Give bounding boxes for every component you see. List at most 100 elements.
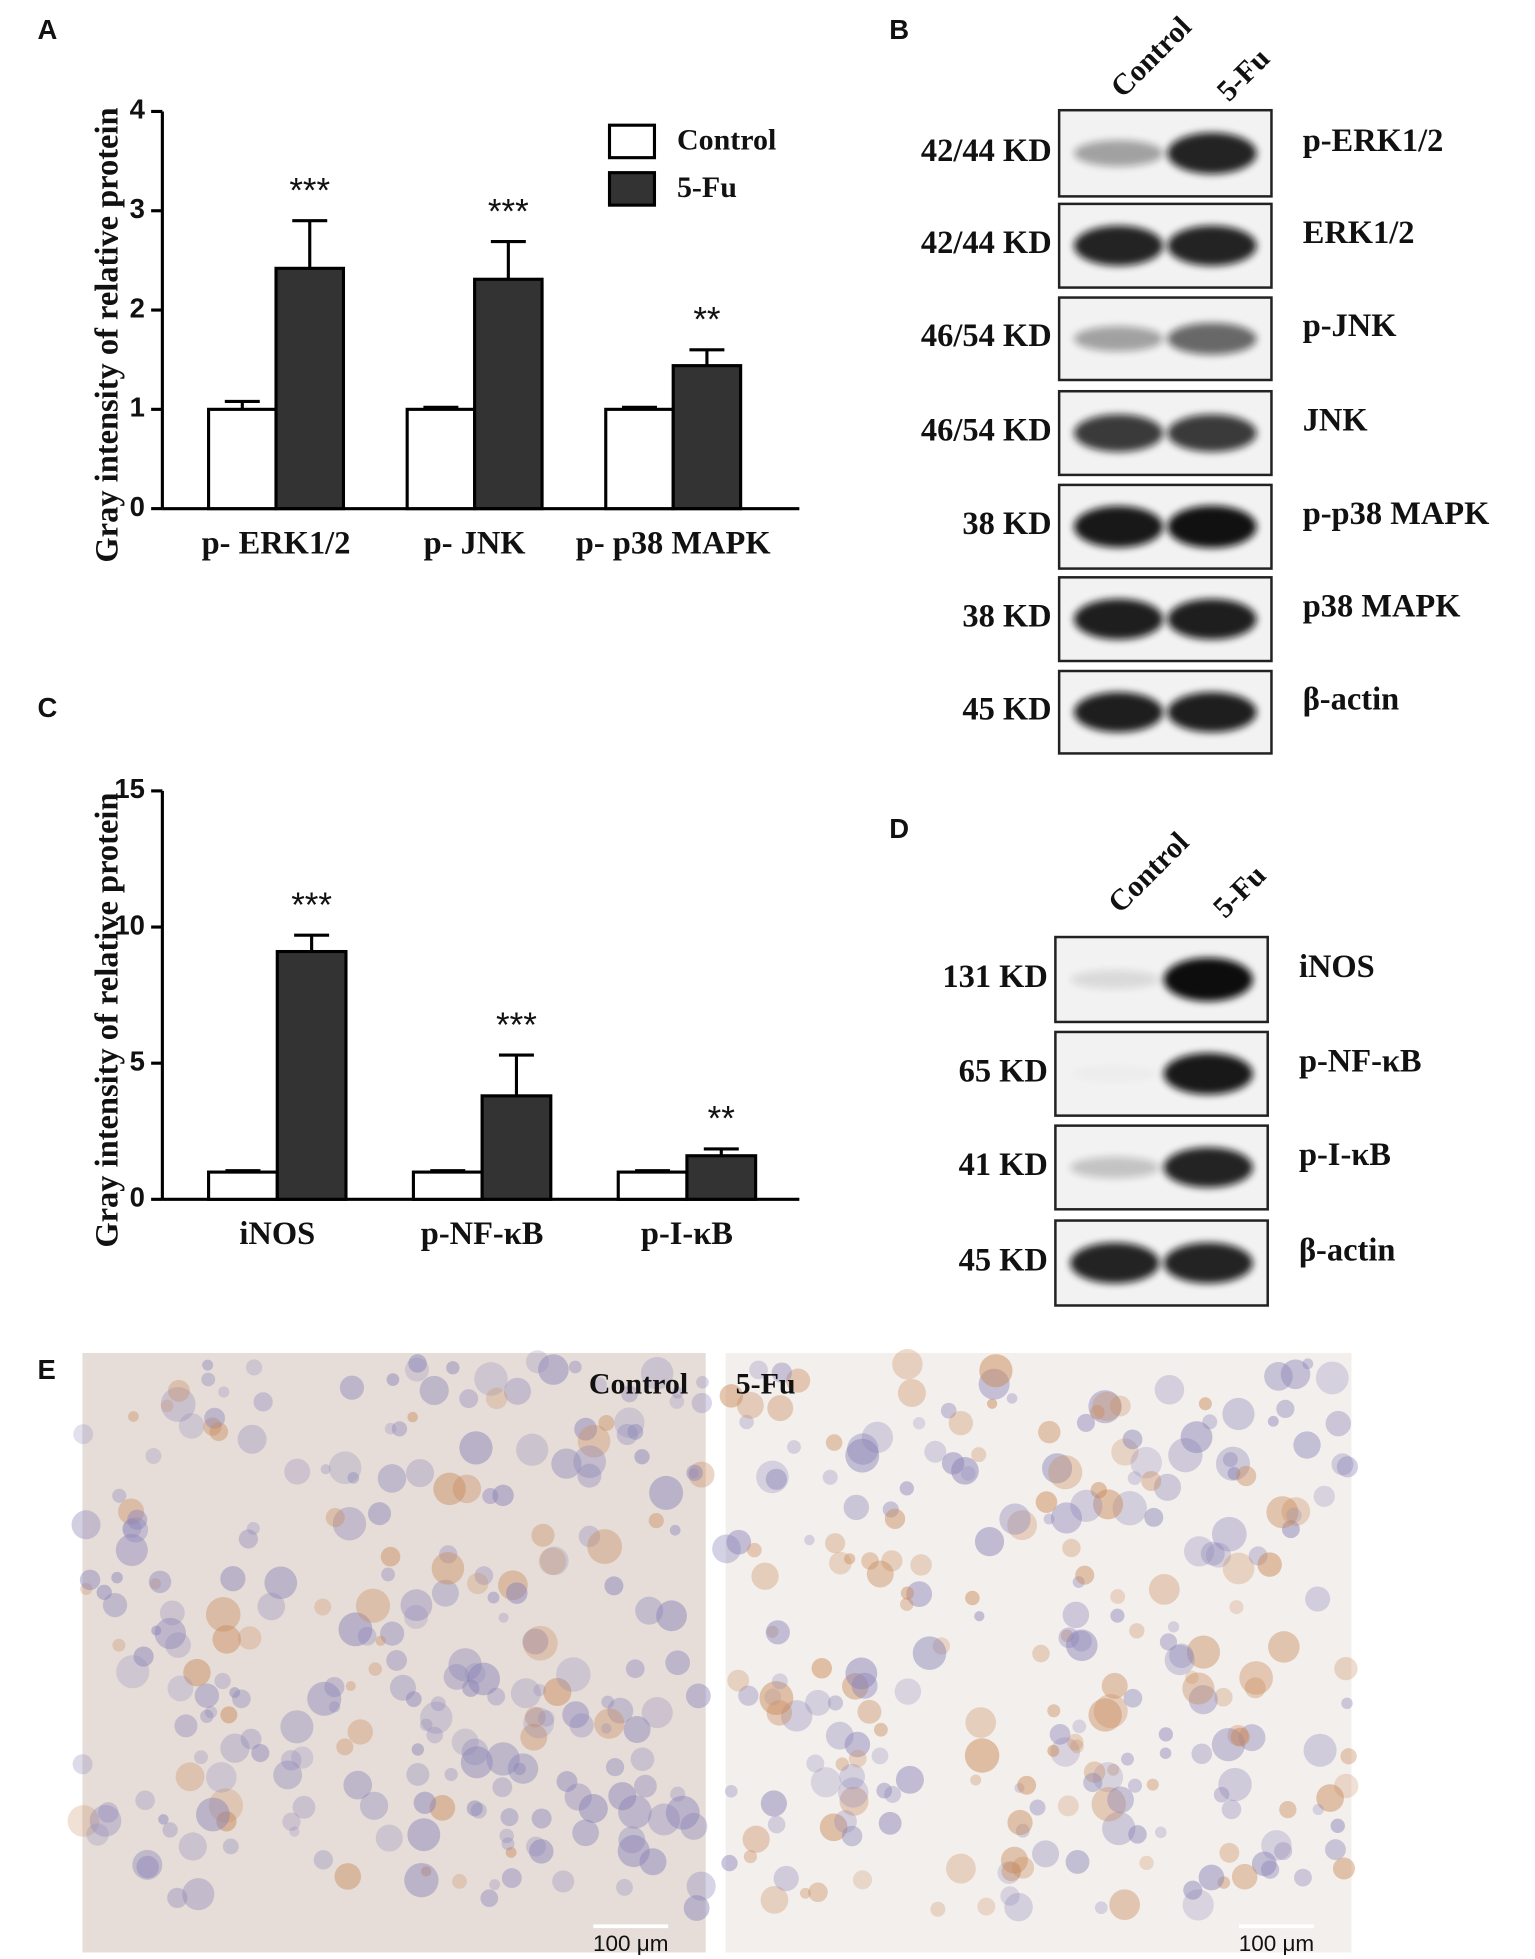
tissue-texture xyxy=(404,1862,439,1898)
x-tick-label: p- JNK xyxy=(424,526,526,562)
tissue-texture xyxy=(1188,1685,1218,1715)
tissue-texture xyxy=(132,1849,163,1880)
blot-band xyxy=(1167,598,1257,640)
tissue-texture xyxy=(630,1747,655,1772)
tissue-texture xyxy=(446,1361,460,1375)
tissue-texture xyxy=(220,1706,238,1724)
tissue-texture xyxy=(128,1411,139,1422)
tissue-texture xyxy=(1334,1773,1359,1799)
tissue-texture xyxy=(924,1440,947,1463)
tissue-texture xyxy=(531,1808,552,1829)
tissue-texture xyxy=(501,1837,515,1851)
x-tick-label: p-I-κB xyxy=(641,1216,733,1252)
tissue-texture xyxy=(347,1472,360,1484)
tissue-texture xyxy=(1014,1782,1025,1794)
tissue-texture xyxy=(844,1731,871,1758)
tissue-texture xyxy=(940,1402,957,1419)
tissue-texture xyxy=(1186,1635,1221,1669)
protein-name: ERK1/2 xyxy=(1303,215,1415,251)
tissue-texture xyxy=(1293,1431,1321,1459)
tissue-texture xyxy=(214,1672,231,1690)
tissue-texture xyxy=(122,1518,142,1539)
tissue-texture xyxy=(391,1421,408,1437)
blot-band xyxy=(1074,598,1164,640)
blot-band xyxy=(1074,326,1164,352)
tissue-texture xyxy=(154,1617,187,1650)
tissue-texture xyxy=(1227,1466,1241,1480)
band-size: 65 KD xyxy=(959,1053,1048,1089)
protein-name: p38 MAPK xyxy=(1303,589,1461,625)
tissue-texture xyxy=(167,1379,190,1402)
tissue-texture xyxy=(162,1822,178,1838)
tissue-texture xyxy=(811,1658,833,1679)
tissue-texture xyxy=(253,1392,273,1412)
tissue-texture xyxy=(573,1445,607,1479)
tissue-texture xyxy=(284,1458,311,1485)
tissue-texture xyxy=(1121,1752,1134,1766)
tissue-texture xyxy=(696,1375,709,1389)
blot-band xyxy=(1163,1147,1253,1188)
tissue-texture xyxy=(932,1637,950,1655)
tissue-texture xyxy=(1336,1456,1359,1478)
tissue-texture xyxy=(1159,1747,1172,1759)
tissue-texture xyxy=(685,1683,711,1709)
tissue-texture xyxy=(892,1349,923,1380)
tissue-texture xyxy=(503,1377,532,1405)
tissue-texture xyxy=(459,1431,493,1465)
tissue-texture xyxy=(1331,1453,1354,1476)
tissue-texture xyxy=(819,1813,848,1842)
tissue-texture xyxy=(516,1433,549,1466)
y-tick-label: 3 xyxy=(130,193,145,224)
tissue-texture xyxy=(912,1417,926,1430)
tissue-texture xyxy=(307,1681,342,1716)
tissue-texture xyxy=(1227,1724,1249,1746)
panel-letter: A xyxy=(37,14,57,45)
tissue-texture xyxy=(205,1597,241,1632)
tissue-texture xyxy=(829,1551,852,1575)
tissue-texture xyxy=(680,1812,708,1840)
tissue-texture xyxy=(1236,1465,1257,1487)
tissue-texture xyxy=(209,1422,229,1442)
tissue-texture xyxy=(876,1782,893,1799)
panel-letter: E xyxy=(37,1354,55,1385)
tissue-texture xyxy=(165,1632,191,1658)
tissue-texture xyxy=(577,1424,611,1458)
tissue-texture xyxy=(604,1576,624,1596)
tissue-texture xyxy=(280,1710,314,1744)
band-size: 38 KD xyxy=(962,506,1051,542)
protein-name: p-ERK1/2 xyxy=(1303,123,1444,159)
tissue-texture xyxy=(1001,1861,1022,1882)
panel-letter: C xyxy=(37,692,57,723)
tissue-texture xyxy=(1330,1818,1345,1834)
tissue-texture xyxy=(670,1786,686,1802)
tissue-texture xyxy=(533,1683,546,1697)
tissue-texture xyxy=(810,1767,842,1798)
tissue-texture xyxy=(1267,1415,1279,1427)
tissue-texture xyxy=(1062,1601,1090,1629)
tissue-texture xyxy=(462,1679,480,1697)
tissue-texture xyxy=(467,1662,501,1696)
tissue-texture xyxy=(1000,1846,1028,1874)
tissue-texture xyxy=(766,1700,793,1726)
blot-band xyxy=(1167,225,1257,266)
tissue-texture xyxy=(834,1810,857,1833)
tissue-texture xyxy=(111,1571,123,1584)
tissue-texture xyxy=(894,1678,922,1705)
tissue-texture xyxy=(900,1597,914,1611)
tissue-texture xyxy=(407,1411,418,1423)
tissue-texture xyxy=(899,1481,914,1496)
tissue-texture xyxy=(1047,1704,1061,1718)
x-tick-label: p-NF-κB xyxy=(421,1216,544,1252)
tissue-texture xyxy=(160,1399,174,1413)
y-tick-label: 2 xyxy=(130,292,145,323)
tissue-texture xyxy=(1286,1507,1302,1524)
x-tick-label: p- p38 MAPK xyxy=(576,526,771,562)
tissue-texture xyxy=(1334,1656,1358,1681)
tissue-texture xyxy=(1229,1600,1244,1615)
tissue-texture xyxy=(102,1592,128,1618)
legend-label: 5-Fu xyxy=(677,171,737,204)
tissue-texture xyxy=(291,1746,314,1769)
tissue-texture xyxy=(712,1534,741,1564)
tissue-texture xyxy=(835,1757,850,1771)
tissue-texture xyxy=(525,1836,546,1857)
